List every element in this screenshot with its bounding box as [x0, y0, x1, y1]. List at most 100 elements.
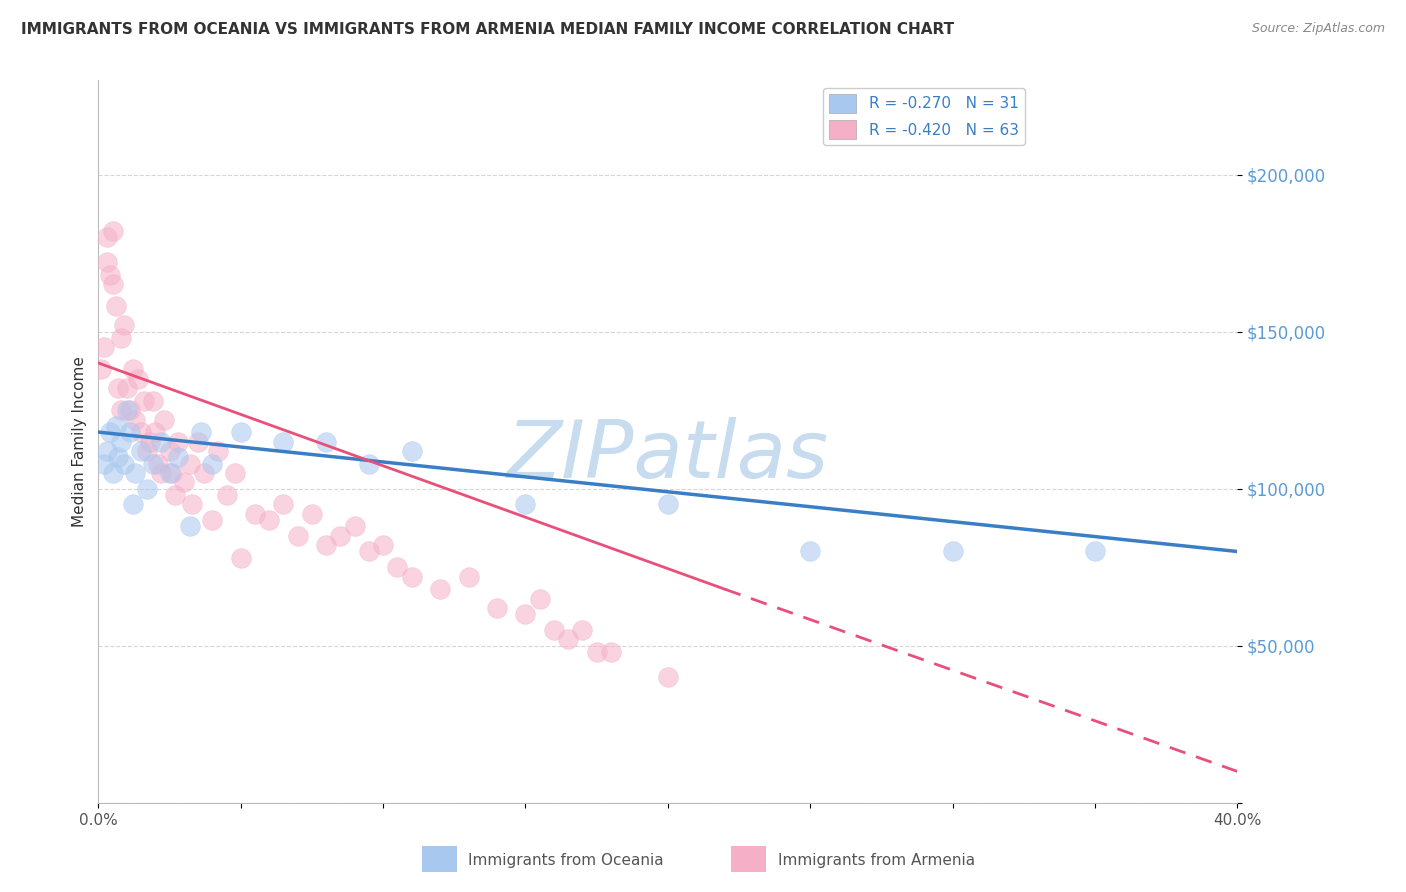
Point: [110, 434, 132, 449]
Point: [101, 466, 124, 480]
Point: [129, 444, 152, 458]
Point: [357, 457, 380, 471]
Point: [93, 457, 115, 471]
Point: [135, 444, 157, 458]
Point: [387, 560, 409, 574]
Text: ZIPatlas: ZIPatlas: [506, 417, 830, 495]
Point: [799, 544, 821, 558]
Point: [657, 670, 679, 684]
Point: [96, 230, 118, 244]
Text: Immigrants from Oceania: Immigrants from Oceania: [468, 854, 664, 868]
Point: [121, 362, 143, 376]
Point: [101, 224, 124, 238]
Point: [529, 591, 551, 606]
Point: [287, 529, 309, 543]
Point: [224, 466, 246, 480]
Point: [259, 513, 281, 527]
Point: [215, 488, 238, 502]
Point: [243, 507, 266, 521]
Point: [301, 507, 323, 521]
Point: [373, 538, 395, 552]
Point: [90, 362, 112, 376]
Point: [141, 457, 163, 471]
Point: [162, 466, 184, 480]
Point: [115, 403, 138, 417]
Point: [571, 623, 593, 637]
Point: [153, 412, 176, 426]
Point: [942, 544, 965, 558]
Point: [115, 381, 138, 395]
Point: [135, 482, 157, 496]
Point: [110, 403, 132, 417]
Point: [401, 444, 423, 458]
Point: [515, 497, 537, 511]
Point: [112, 318, 135, 333]
Point: [357, 544, 380, 558]
Point: [229, 550, 252, 565]
Point: [179, 457, 201, 471]
Point: [543, 623, 565, 637]
Point: [138, 434, 160, 449]
Point: [201, 457, 224, 471]
Point: [141, 393, 163, 408]
Point: [98, 425, 121, 439]
Point: [585, 645, 607, 659]
Point: [148, 457, 170, 471]
Point: [110, 331, 132, 345]
Point: [315, 434, 337, 449]
Point: [193, 466, 215, 480]
Point: [150, 466, 173, 480]
Point: [201, 513, 224, 527]
Point: [229, 425, 252, 439]
Point: [401, 569, 423, 583]
Point: [118, 403, 141, 417]
Point: [167, 450, 190, 465]
Point: [173, 475, 195, 490]
Point: [112, 457, 135, 471]
Point: [159, 444, 181, 458]
Point: [181, 497, 204, 511]
Point: [98, 268, 121, 282]
Point: [129, 425, 152, 439]
Point: [190, 425, 212, 439]
Point: [179, 519, 201, 533]
Point: [273, 497, 295, 511]
Point: [159, 466, 181, 480]
Point: [93, 340, 115, 354]
Point: [273, 434, 295, 449]
Point: [457, 569, 479, 583]
Point: [118, 425, 141, 439]
Point: [101, 277, 124, 292]
Point: [124, 412, 146, 426]
Point: [600, 645, 623, 659]
Point: [127, 372, 149, 386]
Y-axis label: Median Family Income: Median Family Income: [72, 356, 87, 527]
Point: [515, 607, 537, 622]
Point: [104, 418, 127, 433]
Point: [132, 393, 155, 408]
Point: [1084, 544, 1107, 558]
Point: [657, 497, 679, 511]
Point: [557, 632, 579, 647]
Point: [107, 381, 129, 395]
Point: [96, 444, 118, 458]
Point: [107, 450, 129, 465]
Point: [207, 444, 229, 458]
Legend: R = -0.270   N = 31, R = -0.420   N = 63: R = -0.270 N = 31, R = -0.420 N = 63: [823, 88, 1025, 145]
Point: [121, 497, 143, 511]
Text: IMMIGRANTS FROM OCEANIA VS IMMIGRANTS FROM ARMENIA MEDIAN FAMILY INCOME CORRELAT: IMMIGRANTS FROM OCEANIA VS IMMIGRANTS FR…: [21, 22, 955, 37]
Point: [167, 434, 190, 449]
Point: [150, 434, 173, 449]
Point: [429, 582, 451, 597]
Point: [329, 529, 352, 543]
Text: Source: ZipAtlas.com: Source: ZipAtlas.com: [1251, 22, 1385, 36]
Point: [165, 488, 187, 502]
Point: [145, 425, 167, 439]
Point: [124, 466, 146, 480]
Point: [343, 519, 366, 533]
Text: Immigrants from Armenia: Immigrants from Armenia: [778, 854, 974, 868]
Point: [486, 601, 509, 615]
Point: [187, 434, 209, 449]
Point: [96, 255, 118, 269]
Point: [104, 300, 127, 314]
